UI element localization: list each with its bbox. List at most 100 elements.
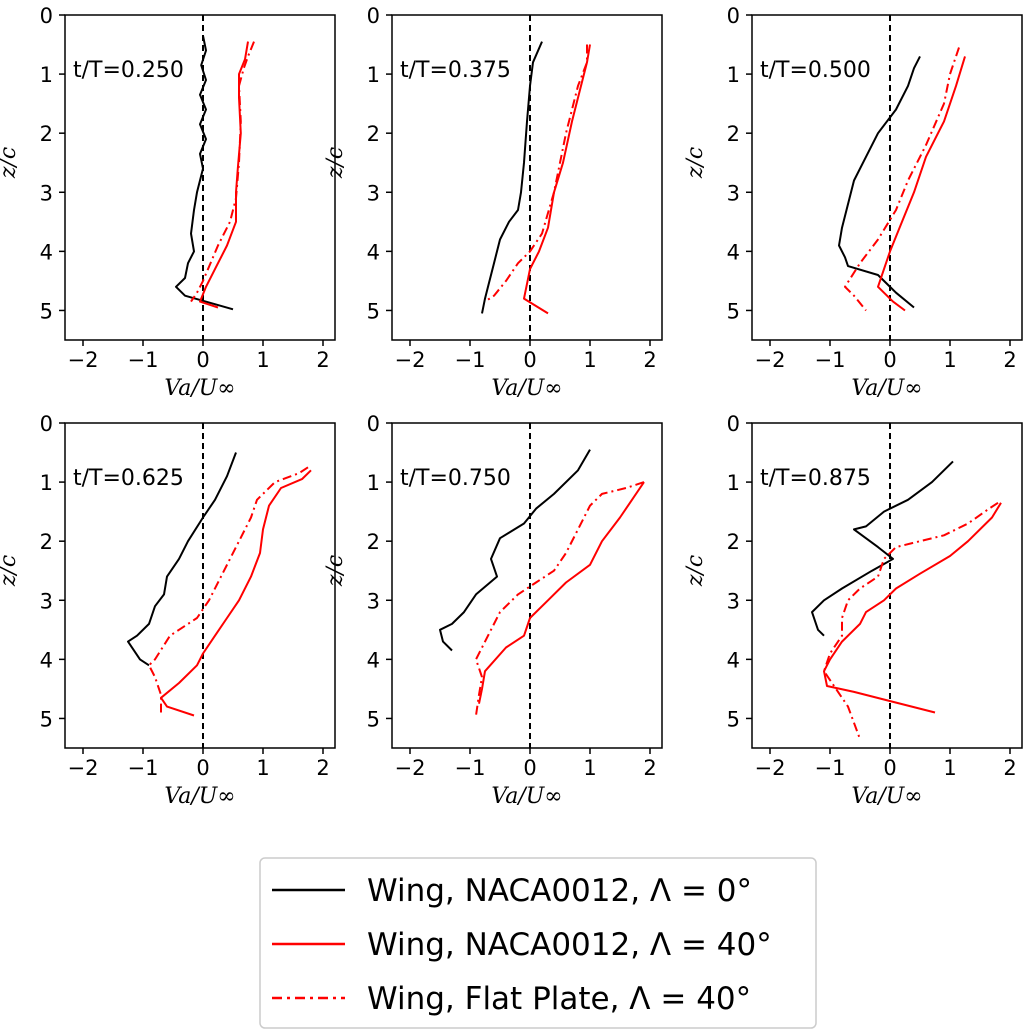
x-tick-label: 1 (256, 756, 269, 780)
series-line-1 (127, 452, 237, 667)
y-tick-label: 2 (40, 122, 53, 146)
y-axis-label: z/c (323, 555, 348, 587)
y-tick-label: 0 (727, 4, 740, 28)
x-axis-label: Va/U∞ (491, 376, 562, 401)
axes-frame (751, 422, 1023, 749)
series-line-2 (478, 481, 645, 704)
x-tick-label: −2 (395, 348, 426, 372)
legend-entry-1: Wing, NACA0012, Λ = 0° (367, 873, 752, 909)
x-tick-label: 2 (1003, 756, 1016, 780)
series-line-1 (175, 35, 234, 311)
x-tick-label: 1 (583, 348, 596, 372)
series-line-2 (877, 56, 966, 312)
x-tick-label: 2 (643, 348, 656, 372)
y-tick-label: 4 (367, 648, 380, 672)
x-axis-label: Va/U∞ (491, 784, 562, 809)
panel-time-label: t/T=0.500 (760, 58, 871, 83)
series-line-3 (823, 501, 999, 740)
y-tick-label: 1 (367, 471, 380, 495)
y-tick-label: 4 (727, 648, 740, 672)
series-line-3 (190, 41, 255, 303)
y-tick-label: 5 (40, 707, 53, 731)
panel-time-label: t/T=0.625 (73, 466, 184, 491)
axes-frame (751, 14, 1023, 341)
y-tick-label: 0 (40, 412, 53, 436)
x-tick-label: 2 (1003, 348, 1016, 372)
y-tick-label: 4 (727, 240, 740, 264)
x-tick-label: 0 (196, 756, 209, 780)
legend-frame (259, 857, 817, 1029)
y-tick-label: 3 (727, 181, 740, 205)
y-tick-label: 1 (727, 63, 740, 87)
x-tick-label: −1 (455, 348, 486, 372)
panel-1: −2 −1 0 1 2 0 1 2 3 4 5 Va/U∞ z/c t/T=0.250 (0, 4, 336, 401)
panel-5: −2 −1 0 1 2 0 1 2 3 4 5 Va/U∞ z/c t/T=0.750 (323, 412, 663, 809)
panel-3: −2 −1 0 1 2 0 1 2 3 4 5 Va/U∞ z/c t/T=0.500 (683, 4, 1023, 401)
y-tick-label: 0 (40, 4, 53, 28)
y-tick-label: 1 (40, 471, 53, 495)
x-tick-label: −2 (395, 756, 426, 780)
y-tick-label: 0 (367, 4, 380, 28)
y-tick-label: 2 (367, 530, 380, 554)
legend-entry-3: Wing, Flat Plate, Λ = 40° (367, 981, 751, 1017)
axes-frame (64, 14, 336, 341)
legend: Wing, NACA0012, Λ = 0° Wing, NACA0012, Λ … (259, 857, 817, 1029)
y-tick-label: 2 (40, 530, 53, 554)
x-axis-label: Va/U∞ (851, 376, 922, 401)
x-tick-label: 2 (643, 756, 656, 780)
series-line-1 (481, 41, 543, 314)
y-tick-label: 1 (367, 63, 380, 87)
axes-frame (64, 422, 336, 749)
y-tick-label: 5 (40, 299, 53, 323)
y-tick-label: 0 (367, 412, 380, 436)
series-line-1 (439, 449, 591, 652)
panel-time-label: t/T=0.875 (760, 466, 871, 491)
x-tick-label: 2 (316, 756, 329, 780)
panel-time-label: t/T=0.375 (400, 58, 511, 83)
panel-2: −2 −1 0 1 2 0 1 2 3 4 5 Va/U∞ z/c t/T=0.375 (323, 4, 663, 401)
x-tick-label: −2 (68, 756, 99, 780)
y-tick-label: 5 (367, 299, 380, 323)
x-tick-label: 2 (316, 348, 329, 372)
series-line-3 (475, 481, 645, 716)
series-line-2 (160, 469, 312, 717)
y-tick-label: 3 (367, 181, 380, 205)
y-tick-label: 2 (727, 530, 740, 554)
axes-frame (391, 14, 663, 341)
y-axis-label: z/c (0, 555, 21, 587)
y-tick-label: 0 (727, 412, 740, 436)
y-tick-label: 1 (727, 471, 740, 495)
x-tick-label: 0 (523, 756, 536, 780)
y-tick-label: 2 (367, 122, 380, 146)
x-tick-label: 1 (943, 756, 956, 780)
x-tick-label: −1 (815, 348, 846, 372)
x-tick-label: 1 (943, 348, 956, 372)
y-tick-label: 5 (367, 707, 380, 731)
x-tick-label: 0 (883, 348, 896, 372)
x-tick-label: −1 (128, 756, 159, 780)
x-tick-label: −2 (755, 348, 786, 372)
panel-4: −2 −1 0 1 2 0 1 2 3 4 5 Va/U∞ z/c t/T=0.625 (0, 412, 336, 809)
y-tick-label: 5 (727, 707, 740, 731)
panel-6: −2 −1 0 1 2 0 1 2 3 4 5 Va/U∞ z/c t/T=0.875 (683, 412, 1023, 809)
y-tick-label: 3 (40, 181, 53, 205)
x-tick-label: 0 (523, 348, 536, 372)
x-tick-label: −1 (815, 756, 846, 780)
series-line-3 (844, 47, 960, 312)
y-axis-label: z/c (323, 147, 348, 179)
series-line-3 (148, 466, 309, 713)
x-tick-label: −2 (755, 756, 786, 780)
x-tick-label: 1 (583, 756, 596, 780)
x-tick-label: 0 (883, 756, 896, 780)
panel-time-label: t/T=0.750 (400, 466, 511, 491)
series-line-1 (811, 460, 954, 637)
x-tick-label: −2 (68, 348, 99, 372)
y-axis-label: z/c (683, 147, 708, 179)
panels: −2 −1 0 1 2 0 1 2 3 4 5 Va/U∞ z/c t/T=0.250 −2 −1 0 1 2 0 1 2… (0, 4, 1023, 809)
y-tick-label: 3 (727, 589, 740, 613)
y-tick-label: 4 (40, 648, 53, 672)
y-tick-label: 3 (40, 589, 53, 613)
y-tick-label: 3 (367, 589, 380, 613)
y-axis-label: z/c (0, 147, 21, 179)
